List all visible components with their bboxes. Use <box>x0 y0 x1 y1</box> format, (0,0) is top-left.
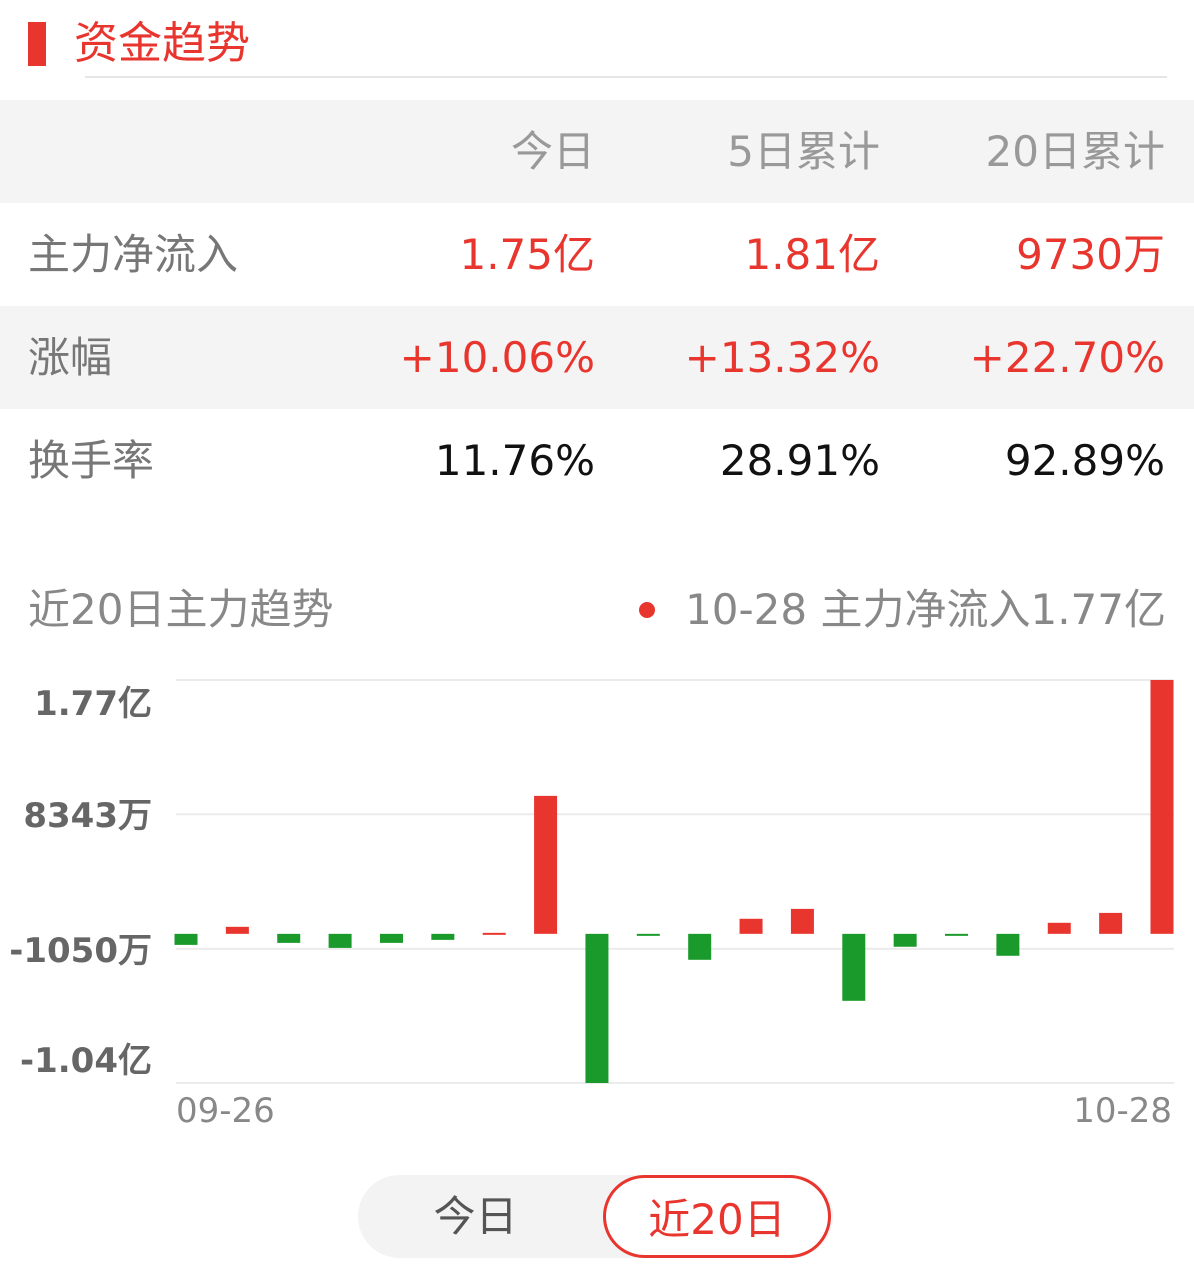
cell: 92.89% <box>1004 436 1165 485</box>
toggle-today[interactable]: 今日 <box>433 1192 518 1241</box>
bar[interactable] <box>328 933 352 948</box>
cell: 1.81亿 <box>744 230 880 279</box>
column-header: 今日 <box>510 127 595 176</box>
cell: +22.70% <box>969 333 1165 382</box>
divider <box>85 76 1167 78</box>
y-tick-label: -1.04亿 <box>20 1041 152 1081</box>
bar[interactable] <box>1047 922 1071 934</box>
bar[interactable] <box>636 933 660 936</box>
y-tick-label: 1.77亿 <box>34 684 152 724</box>
x-label-end: 10-28 <box>1073 1091 1172 1131</box>
row-label: 涨幅 <box>28 333 113 382</box>
row-label: 主力净流入 <box>28 230 239 279</box>
bar[interactable] <box>534 795 558 934</box>
y-tick-label: -1050万 <box>9 930 152 971</box>
column-header: 20日累计 <box>985 127 1165 176</box>
cell: +13.32% <box>684 333 880 382</box>
bar[interactable] <box>482 932 506 935</box>
row-label: 换手率 <box>28 436 155 485</box>
table-row: 主力净流入 1.75亿 1.81亿 9730万 <box>0 203 1194 306</box>
column-header: 5日累计 <box>727 127 880 176</box>
table-row: 换手率 11.76% 28.91% 92.89% <box>0 409 1194 512</box>
legend-text: 10-28 主力净流入1.77亿 <box>685 585 1166 634</box>
cell: 1.75亿 <box>459 230 595 279</box>
cell: 9730万 <box>1016 230 1165 279</box>
bar[interactable] <box>431 933 455 940</box>
bar[interactable] <box>1099 912 1123 934</box>
bar[interactable] <box>945 933 969 936</box>
y-tick-label: 8343万 <box>23 796 152 837</box>
chart-legend: 10-28 主力净流入1.77亿 <box>639 582 1166 638</box>
bar[interactable] <box>174 933 198 945</box>
bar[interactable] <box>739 918 763 934</box>
bar[interactable] <box>688 933 712 960</box>
cell: 28.91% <box>719 436 880 485</box>
bar[interactable] <box>790 908 814 934</box>
bar[interactable] <box>1150 680 1174 934</box>
bar[interactable] <box>996 933 1020 956</box>
cell: 11.76% <box>434 436 595 485</box>
toggle-20-days[interactable]: 近20日 <box>603 1175 831 1258</box>
bar[interactable] <box>893 933 917 947</box>
legend-dot-icon <box>639 602 656 618</box>
cell: +10.06% <box>399 333 595 382</box>
title-marker <box>28 22 46 66</box>
table-row: 涨幅 +10.06% +13.32% +22.70% <box>0 306 1194 409</box>
bar[interactable] <box>842 933 866 1001</box>
period-toggle: 今日 近20日 <box>358 1175 833 1258</box>
bar[interactable] <box>225 926 249 934</box>
bar[interactable] <box>379 933 403 943</box>
bar[interactable] <box>585 933 609 1083</box>
chart-title: 近20日主力趋势 <box>28 585 334 634</box>
section-title: 资金趋势 <box>74 18 250 69</box>
table-header: 今日 5日累计 20日累计 <box>0 100 1194 203</box>
x-label-start: 09-26 <box>176 1091 275 1131</box>
bar[interactable] <box>277 933 301 943</box>
